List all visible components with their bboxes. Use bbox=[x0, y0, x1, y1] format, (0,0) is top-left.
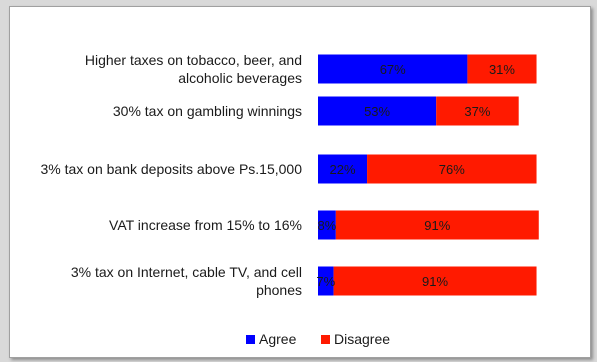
disagree-bar bbox=[333, 266, 537, 296]
category-label-line: 30% tax on gambling winnings bbox=[113, 103, 302, 119]
category-label-line: 3% tax on bank deposits above Ps.15,000 bbox=[40, 161, 302, 177]
disagree-bar bbox=[436, 96, 519, 126]
legend: Agree Disagree bbox=[246, 331, 390, 347]
category-label: 30% tax on gambling winnings bbox=[113, 103, 302, 119]
bar-value-label: 91% bbox=[422, 274, 448, 289]
bars bbox=[318, 54, 539, 296]
stacked-bar-chart: Higher taxes on tobacco, beer, and alcoho… bbox=[40, 52, 539, 347]
legend-label-disagree: Disagree bbox=[334, 331, 390, 347]
category-label-line: phones bbox=[256, 282, 302, 298]
bar-labels: 67% 31% 53% 37% 22% 76% 8% 91% 7% 91% bbox=[316, 62, 515, 289]
disagree-bar bbox=[335, 210, 539, 240]
category-label: Higher taxes on tobacco, beer, and alcoho… bbox=[85, 52, 302, 86]
bar-value-label: 22% bbox=[330, 162, 356, 177]
bar-value-label: 7% bbox=[316, 274, 335, 289]
agree-bar bbox=[318, 210, 336, 240]
bar-value-label: 91% bbox=[424, 218, 450, 233]
category-label-line: 3% tax on Internet, cable TV, and cell bbox=[71, 264, 302, 280]
agree-bar bbox=[318, 54, 468, 84]
category-label-line: alcoholic beverages bbox=[178, 70, 302, 86]
category-label-line: VAT increase from 15% to 16% bbox=[109, 217, 302, 233]
category-label: 3% tax on bank deposits above Ps.15,000 bbox=[40, 161, 302, 177]
disagree-bar bbox=[367, 154, 537, 184]
bar-value-label: 37% bbox=[464, 104, 490, 119]
disagree-bar bbox=[467, 54, 537, 84]
legend-swatch-disagree bbox=[321, 335, 330, 344]
legend-swatch-agree bbox=[246, 335, 255, 344]
category-label-line: Higher taxes on tobacco, beer, and bbox=[85, 52, 302, 68]
agree-bar bbox=[318, 96, 437, 126]
bar-value-label: 53% bbox=[364, 104, 390, 119]
agree-bar bbox=[318, 154, 368, 184]
category-label: VAT increase from 15% to 16% bbox=[109, 217, 302, 233]
bar-value-label: 76% bbox=[439, 162, 465, 177]
legend-label-agree: Agree bbox=[259, 331, 297, 347]
category-labels: Higher taxes on tobacco, beer, and alcoho… bbox=[40, 52, 302, 298]
bar-value-label: 8% bbox=[318, 218, 337, 233]
category-label: 3% tax on Internet, cable TV, and cell ph… bbox=[71, 264, 302, 298]
agree-bar bbox=[318, 266, 334, 296]
bar-value-label: 67% bbox=[380, 62, 406, 77]
chart-frame: Higher taxes on tobacco, beer, and alcoho… bbox=[9, 6, 591, 358]
bar-value-label: 31% bbox=[489, 62, 515, 77]
